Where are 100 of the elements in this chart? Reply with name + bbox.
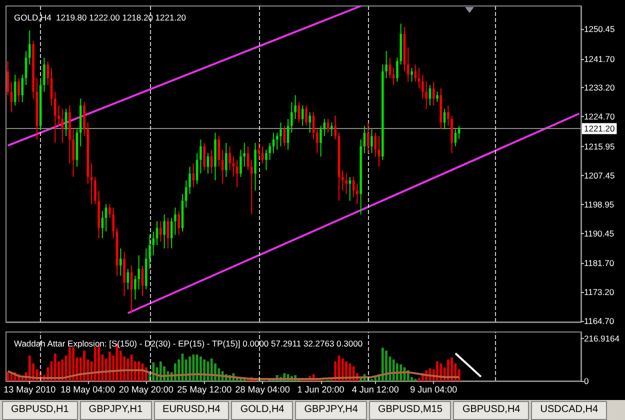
candlestick [185, 180, 188, 208]
candlestick [320, 125, 322, 158]
candlestick [90, 162, 93, 205]
bar [446, 359, 450, 381]
candlestick [134, 275, 136, 300]
candlestick [290, 102, 293, 134]
y-tick-label: 1207.45 [584, 170, 615, 180]
bar [72, 347, 75, 381]
candlestick [378, 136, 380, 168]
candlestick [178, 210, 180, 236]
x-tick-label: 13 May 2010 [4, 384, 56, 394]
candlestick [326, 118, 330, 134]
y-tick-label: 1164.70 [584, 316, 614, 326]
bar [203, 359, 206, 381]
candlestick [58, 104, 60, 126]
candlestick [83, 102, 86, 137]
candlestick [356, 183, 358, 205]
y-tick-label: 1198.95 [584, 199, 614, 210]
candlestick [236, 159, 238, 188]
candlestick [268, 142, 271, 160]
y-tick-label: 1173.20 [584, 287, 614, 298]
x-tick-label: 28 May 04:00 [235, 384, 290, 394]
candlestick [108, 204, 111, 218]
candlestick [152, 230, 155, 256]
bar [94, 346, 96, 381]
candlestick [294, 94, 296, 120]
candlestick [308, 112, 312, 134]
bar [28, 356, 31, 381]
candlestick [454, 128, 457, 147]
candlestick [410, 67, 413, 82]
candlestick [348, 176, 352, 202]
candlestick [112, 207, 114, 239]
candlestick [305, 104, 308, 126]
x-tick-label: 25 May 12:00 [177, 384, 232, 394]
text: GOLD,H4 [231, 401, 294, 420]
candlestick [240, 149, 242, 178]
candlestick [334, 115, 336, 140]
text: EURUSD,H4 [154, 401, 230, 420]
y-tick-label: 1215.95 [584, 141, 615, 152]
x-tick-label: 1 Jun 20:00 [297, 384, 344, 394]
candlestick [447, 104, 450, 126]
candlestick [422, 74, 424, 100]
bar [188, 356, 191, 381]
candlestick [276, 132, 278, 150]
bar [450, 357, 454, 381]
candlestick [18, 78, 20, 103]
candlestick [261, 146, 264, 164]
candlestick [94, 176, 96, 205]
candlestick [192, 162, 195, 188]
x-tick-label: 4 Jun 12:00 [352, 384, 399, 394]
candlestick [436, 91, 438, 103]
bar [345, 361, 348, 381]
candlestick [388, 57, 392, 79]
y-tick-label: 1190.45 [584, 228, 614, 238]
bar [83, 350, 86, 381]
y-tick-label: 1181.70 [584, 258, 614, 268]
y-tick-label: 1224.70 [584, 112, 615, 122]
bar [381, 348, 384, 381]
bar [159, 361, 162, 381]
candlestick [443, 108, 446, 130]
y-tick-label: 1233.20 [584, 82, 615, 93]
candlestick [120, 248, 122, 276]
text: GBPJPY,H4 [295, 401, 367, 420]
candlestick [228, 146, 231, 171]
candlestick [385, 50, 388, 79]
candlestick [160, 220, 162, 242]
candlestick [163, 214, 166, 249]
candlestick [323, 118, 326, 137]
candlestick [250, 159, 253, 215]
candlestick [243, 142, 246, 168]
candlestick [72, 128, 74, 178]
candlestick [330, 122, 333, 137]
y-tick-label: 216.9164 [584, 333, 620, 344]
bar [6, 372, 10, 381]
candlestick [342, 170, 344, 192]
bar [54, 354, 56, 381]
bar [436, 361, 438, 381]
bar [374, 377, 377, 381]
candlestick [174, 207, 176, 236]
candlestick [407, 47, 410, 82]
candlestick [21, 74, 24, 103]
candlestick [370, 128, 373, 154]
bar [108, 352, 111, 381]
x-tick-label: 18 May 04:00 [60, 384, 116, 394]
candlestick [280, 122, 282, 147]
y-tick-label: 1250.45 [584, 24, 615, 34]
bar [385, 350, 388, 381]
text: GOLD,H4 1219.80 1222.00 1218.20 1221.20 [14, 12, 186, 22]
candlestick [425, 81, 428, 110]
bar [130, 354, 133, 381]
candlestick [345, 173, 348, 194]
text: Waddah Attar Explosion: [S(150) - D2(30) - EP(15) - TP(15)] 0.0000 57.2911 32.2763 0.3000 [14, 338, 363, 348]
text: GBPUSD,H1 [2, 401, 78, 420]
candlestick [54, 91, 56, 144]
candlestick [200, 138, 202, 174]
candlestick [366, 122, 370, 154]
candlestick [396, 57, 398, 82]
text: GBPUSD,H4 [453, 401, 530, 420]
candlestick [6, 60, 9, 96]
bar [138, 361, 140, 381]
